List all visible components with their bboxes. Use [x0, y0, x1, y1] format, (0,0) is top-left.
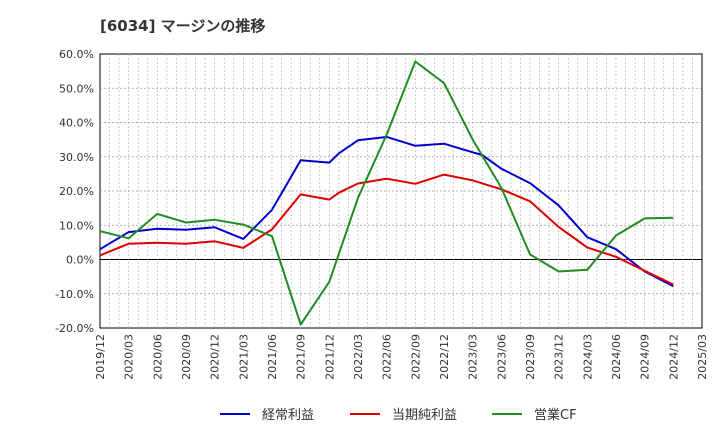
y-tick-label: -20.0%	[55, 322, 94, 335]
x-tick-label: 2024/09	[639, 334, 652, 380]
x-tick-label: 2021/09	[295, 334, 308, 380]
x-tick-label: 2020/06	[151, 334, 164, 380]
x-tick-label: 2021/12	[323, 334, 336, 380]
plot-area	[99, 53, 703, 329]
x-tick-label: 2024/06	[610, 334, 623, 380]
y-axis: -20.0% -10.0% 0.0% 10.0% 20.0% 30.0% 40.0% 50.0…	[55, 48, 94, 335]
x-tick-label: 2020/03	[123, 334, 136, 380]
y-tick-label: 20.0%	[59, 185, 94, 198]
series-lines	[99, 60, 674, 326]
x-tick-label: 2019/12	[94, 334, 107, 380]
x-tick-label: 2024/03	[581, 334, 594, 380]
x-tick-label: 2023/06	[495, 334, 508, 380]
x-tick-label: 2021/03	[237, 334, 250, 380]
x-tick-label: 2022/09	[409, 334, 422, 380]
x-tick-label: 2022/03	[352, 334, 365, 380]
y-tick-label: -10.0%	[55, 288, 94, 301]
y-tick-label: 30.0%	[59, 151, 94, 164]
series-line-3	[99, 60, 674, 326]
legend-label: 当期純利益	[392, 408, 457, 423]
y-tick-label: 60.0%	[59, 48, 94, 61]
x-tick-label: 2022/12	[438, 334, 451, 380]
chart-title: [6034] マージンの推移	[100, 17, 265, 35]
legend: 経常利益 当期純利益 営業CF	[220, 407, 577, 423]
x-tick-label: 2021/06	[266, 334, 279, 380]
legend-label: 経常利益	[262, 408, 314, 423]
y-tick-label: 0.0%	[66, 254, 94, 267]
x-tick-label: 2022/06	[381, 334, 394, 380]
y-tick-label: 10.0%	[59, 219, 94, 232]
x-tick-label: 2023/12	[553, 334, 566, 380]
y-tick-label: 40.0%	[59, 117, 94, 130]
x-tick-label: 2023/09	[524, 334, 537, 380]
series-line-2	[99, 173, 674, 286]
legend-label: 営業CF	[534, 407, 577, 423]
x-axis: 2019/12 2020/03 2020/06 2020/09 2020/12 2021/…	[94, 334, 709, 380]
x-tick-label: 2025/03	[696, 334, 709, 380]
x-tick-label: 2020/12	[209, 334, 222, 380]
x-tick-label: 2024/12	[667, 334, 680, 380]
x-tick-label: 2020/09	[180, 334, 193, 380]
x-tick-label: 2023/03	[467, 334, 480, 380]
y-tick-label: 50.0%	[59, 82, 94, 95]
